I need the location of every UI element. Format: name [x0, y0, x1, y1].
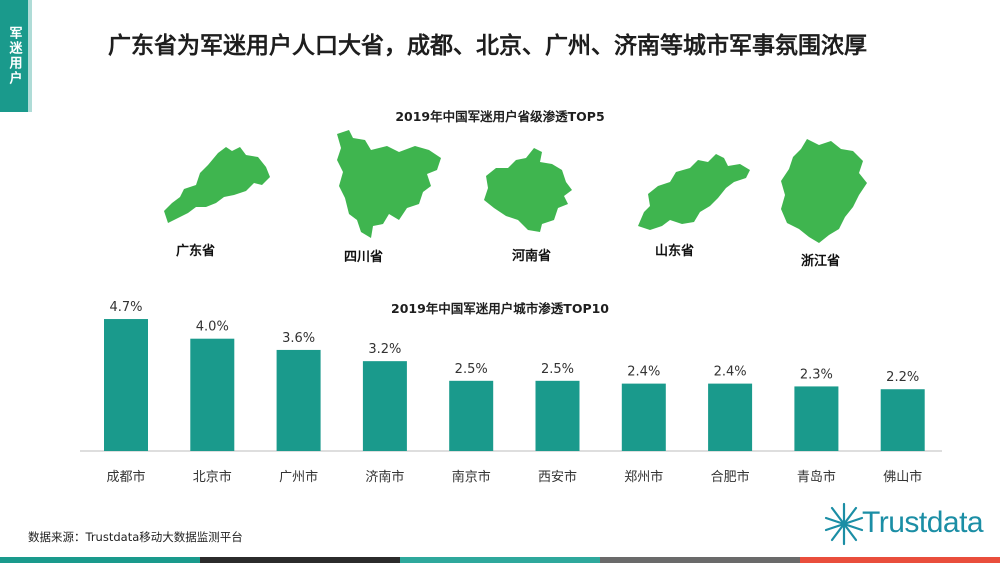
- data-label-7: 2.4%: [714, 365, 747, 380]
- section-tag: 军迷用户: [0, 0, 28, 112]
- chart-title: 2019年中国军迷用户城市渗透TOP10: [391, 301, 609, 316]
- bar-5: [535, 380, 580, 451]
- trustdata-logo: Trustdata: [822, 498, 992, 550]
- bar-2: [276, 349, 321, 451]
- data-label-5: 2.5%: [541, 362, 574, 377]
- bar-6: [621, 383, 666, 451]
- data-source-note: 数据来源：Trustdata移动大数据监测平台: [28, 530, 243, 544]
- data-label-9: 2.2%: [886, 370, 919, 385]
- province-label: 山东省: [655, 244, 695, 259]
- guangdong-map-icon: [162, 145, 274, 227]
- category-label-6: 郑州市: [624, 469, 663, 485]
- data-label-8: 2.3%: [800, 367, 833, 382]
- data-label-1: 4.0%: [196, 320, 229, 335]
- category-label-1: 北京市: [193, 469, 232, 485]
- footer-strip-3: [400, 557, 600, 563]
- footer-strip-5: [800, 557, 1000, 563]
- shandong-map-icon: [636, 152, 752, 232]
- category-label-8: 青岛市: [797, 469, 836, 485]
- logo-text: Trustdata: [862, 506, 984, 539]
- bar-0: [104, 319, 148, 451]
- sichuan-map-icon: [331, 128, 443, 240]
- category-label-4: 南京市: [452, 469, 491, 485]
- data-label-6: 2.4%: [627, 365, 660, 380]
- province-maps-title: 2019年中国军迷用户省级渗透TOP5: [395, 109, 605, 124]
- henan-map-icon: [482, 146, 574, 234]
- category-label-3: 济南市: [365, 469, 404, 485]
- city-bar-chart: 4.7% 成都市 4.0% 北京市 3.6% 广州市 3.2% 济南市 2.5% 南京市 2.5% 西…: [80, 300, 942, 485]
- data-label-3: 3.2%: [368, 342, 401, 357]
- bar-8: [794, 386, 839, 451]
- province-label: 浙江省: [801, 254, 841, 269]
- category-label-2: 广州市: [279, 469, 318, 485]
- province-label: 广东省: [176, 244, 216, 259]
- section-tag-accent: [28, 0, 32, 112]
- starburst-icon: [824, 502, 864, 546]
- footer-strip-2: [200, 557, 400, 563]
- data-label-4: 2.5%: [455, 362, 488, 377]
- bar-7: [708, 383, 753, 451]
- category-label-9: 佛山市: [883, 469, 922, 485]
- bar-4: [449, 380, 494, 451]
- page-headline: 广东省为军迷用户人口大省，成都、北京、广州、济南等城市军事氛围浓厚: [108, 33, 867, 59]
- data-label-0: 4.7%: [109, 300, 142, 315]
- province-label: 四川省: [344, 250, 384, 265]
- zhejiang-map-icon: [779, 137, 869, 245]
- bar-3: [362, 361, 407, 451]
- category-label-7: 合肥市: [711, 469, 750, 485]
- data-label-2: 3.6%: [282, 331, 315, 346]
- footer-strip-1: [0, 557, 200, 563]
- category-label-0: 成都市: [106, 469, 145, 485]
- footer-strip-4: [600, 557, 800, 563]
- category-label-5: 西安市: [538, 469, 577, 485]
- bar-1: [190, 338, 235, 451]
- province-label: 河南省: [512, 249, 552, 264]
- bar-9: [880, 389, 925, 451]
